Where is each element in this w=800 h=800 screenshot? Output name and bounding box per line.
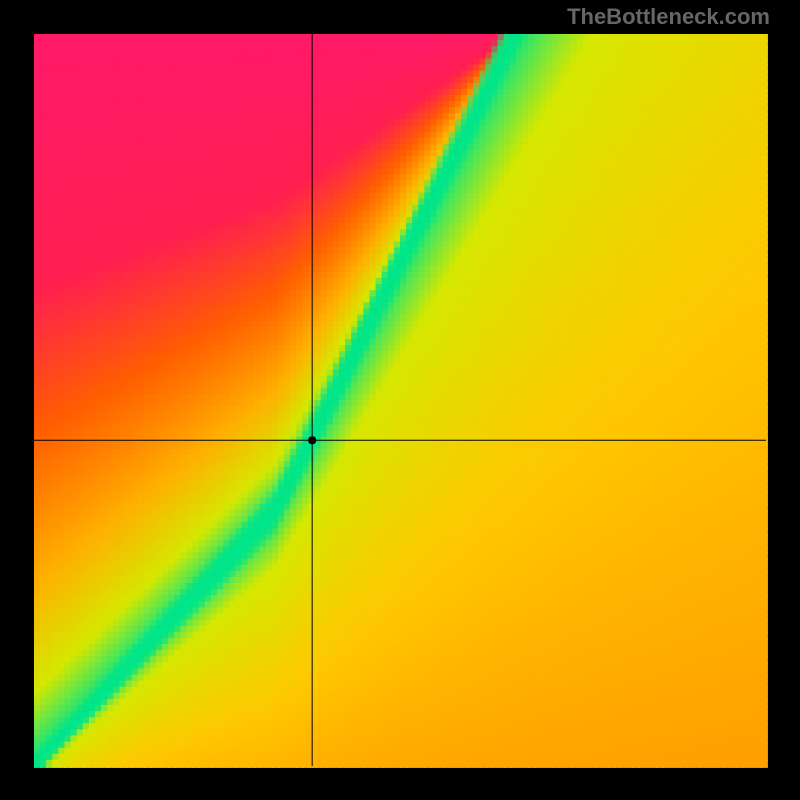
chart-container: TheBottleneck.com [0, 0, 800, 800]
bottleneck-heatmap [0, 0, 800, 800]
watermark-text: TheBottleneck.com [567, 4, 770, 30]
